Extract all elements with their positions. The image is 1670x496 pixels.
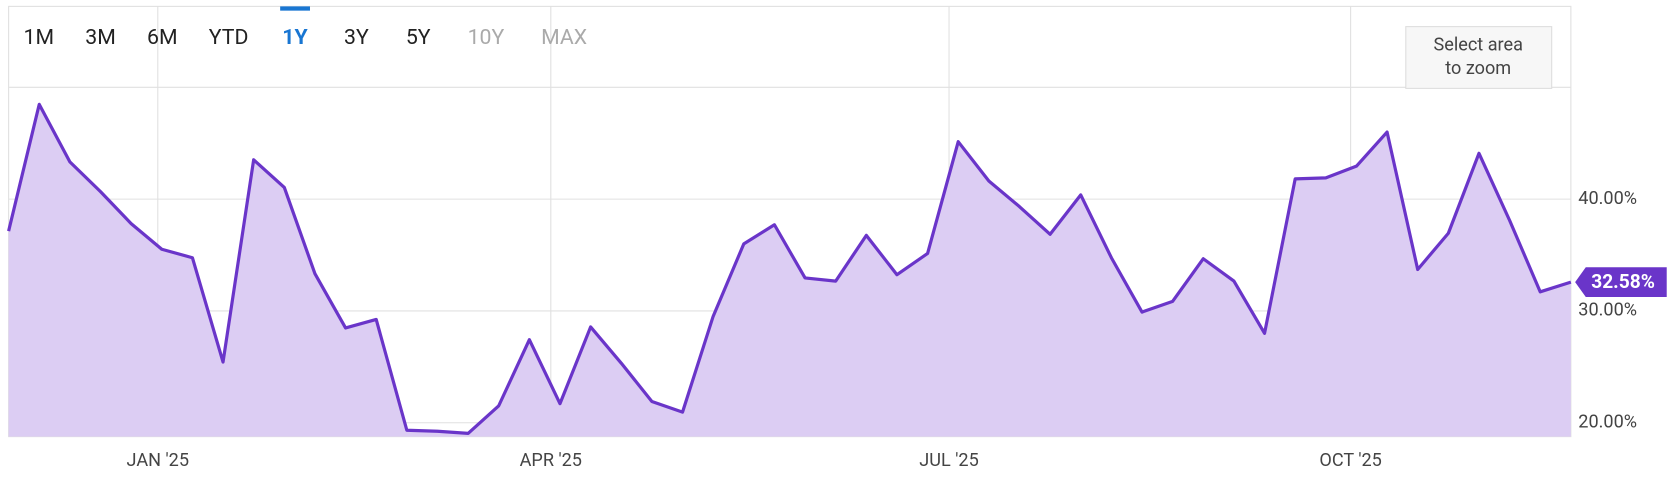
last-value-badge: 32.58% — [1575, 267, 1667, 298]
range-button[interactable]: 3Y — [344, 25, 369, 50]
last-value-label: 32.58% — [1591, 270, 1655, 293]
range-button[interactable]: YTD — [209, 25, 249, 50]
zoom-hint: to zoom — [1445, 58, 1511, 79]
range-button[interactable]: 1Y — [282, 25, 308, 50]
range-button[interactable]: 3M — [85, 25, 116, 50]
y-tick-label: 40.00% — [1578, 188, 1637, 209]
y-tick-label: 30.00% — [1578, 300, 1637, 321]
x-tick-label: JAN '25 — [127, 450, 190, 471]
badge-shape — [1575, 267, 1667, 298]
line — [7, 102, 1572, 435]
x-tick-label: OCT '25 — [1319, 450, 1381, 471]
zoom-hint: Select area — [1433, 35, 1522, 56]
range-button[interactable]: 6M — [147, 25, 178, 50]
x-tick-label: APR '25 — [520, 450, 582, 471]
zoom-hint-box — [1405, 26, 1553, 89]
range-button: MAX — [541, 25, 587, 50]
area — [8, 104, 1571, 437]
y-tick-label: 20.00% — [1578, 412, 1637, 433]
active-indicator — [280, 6, 310, 11]
x-tick-label: JUL '25 — [919, 450, 978, 471]
range-button: 10Y — [468, 25, 505, 50]
range-button[interactable]: 5Y — [406, 25, 431, 50]
range-button[interactable]: 1M — [24, 25, 55, 50]
